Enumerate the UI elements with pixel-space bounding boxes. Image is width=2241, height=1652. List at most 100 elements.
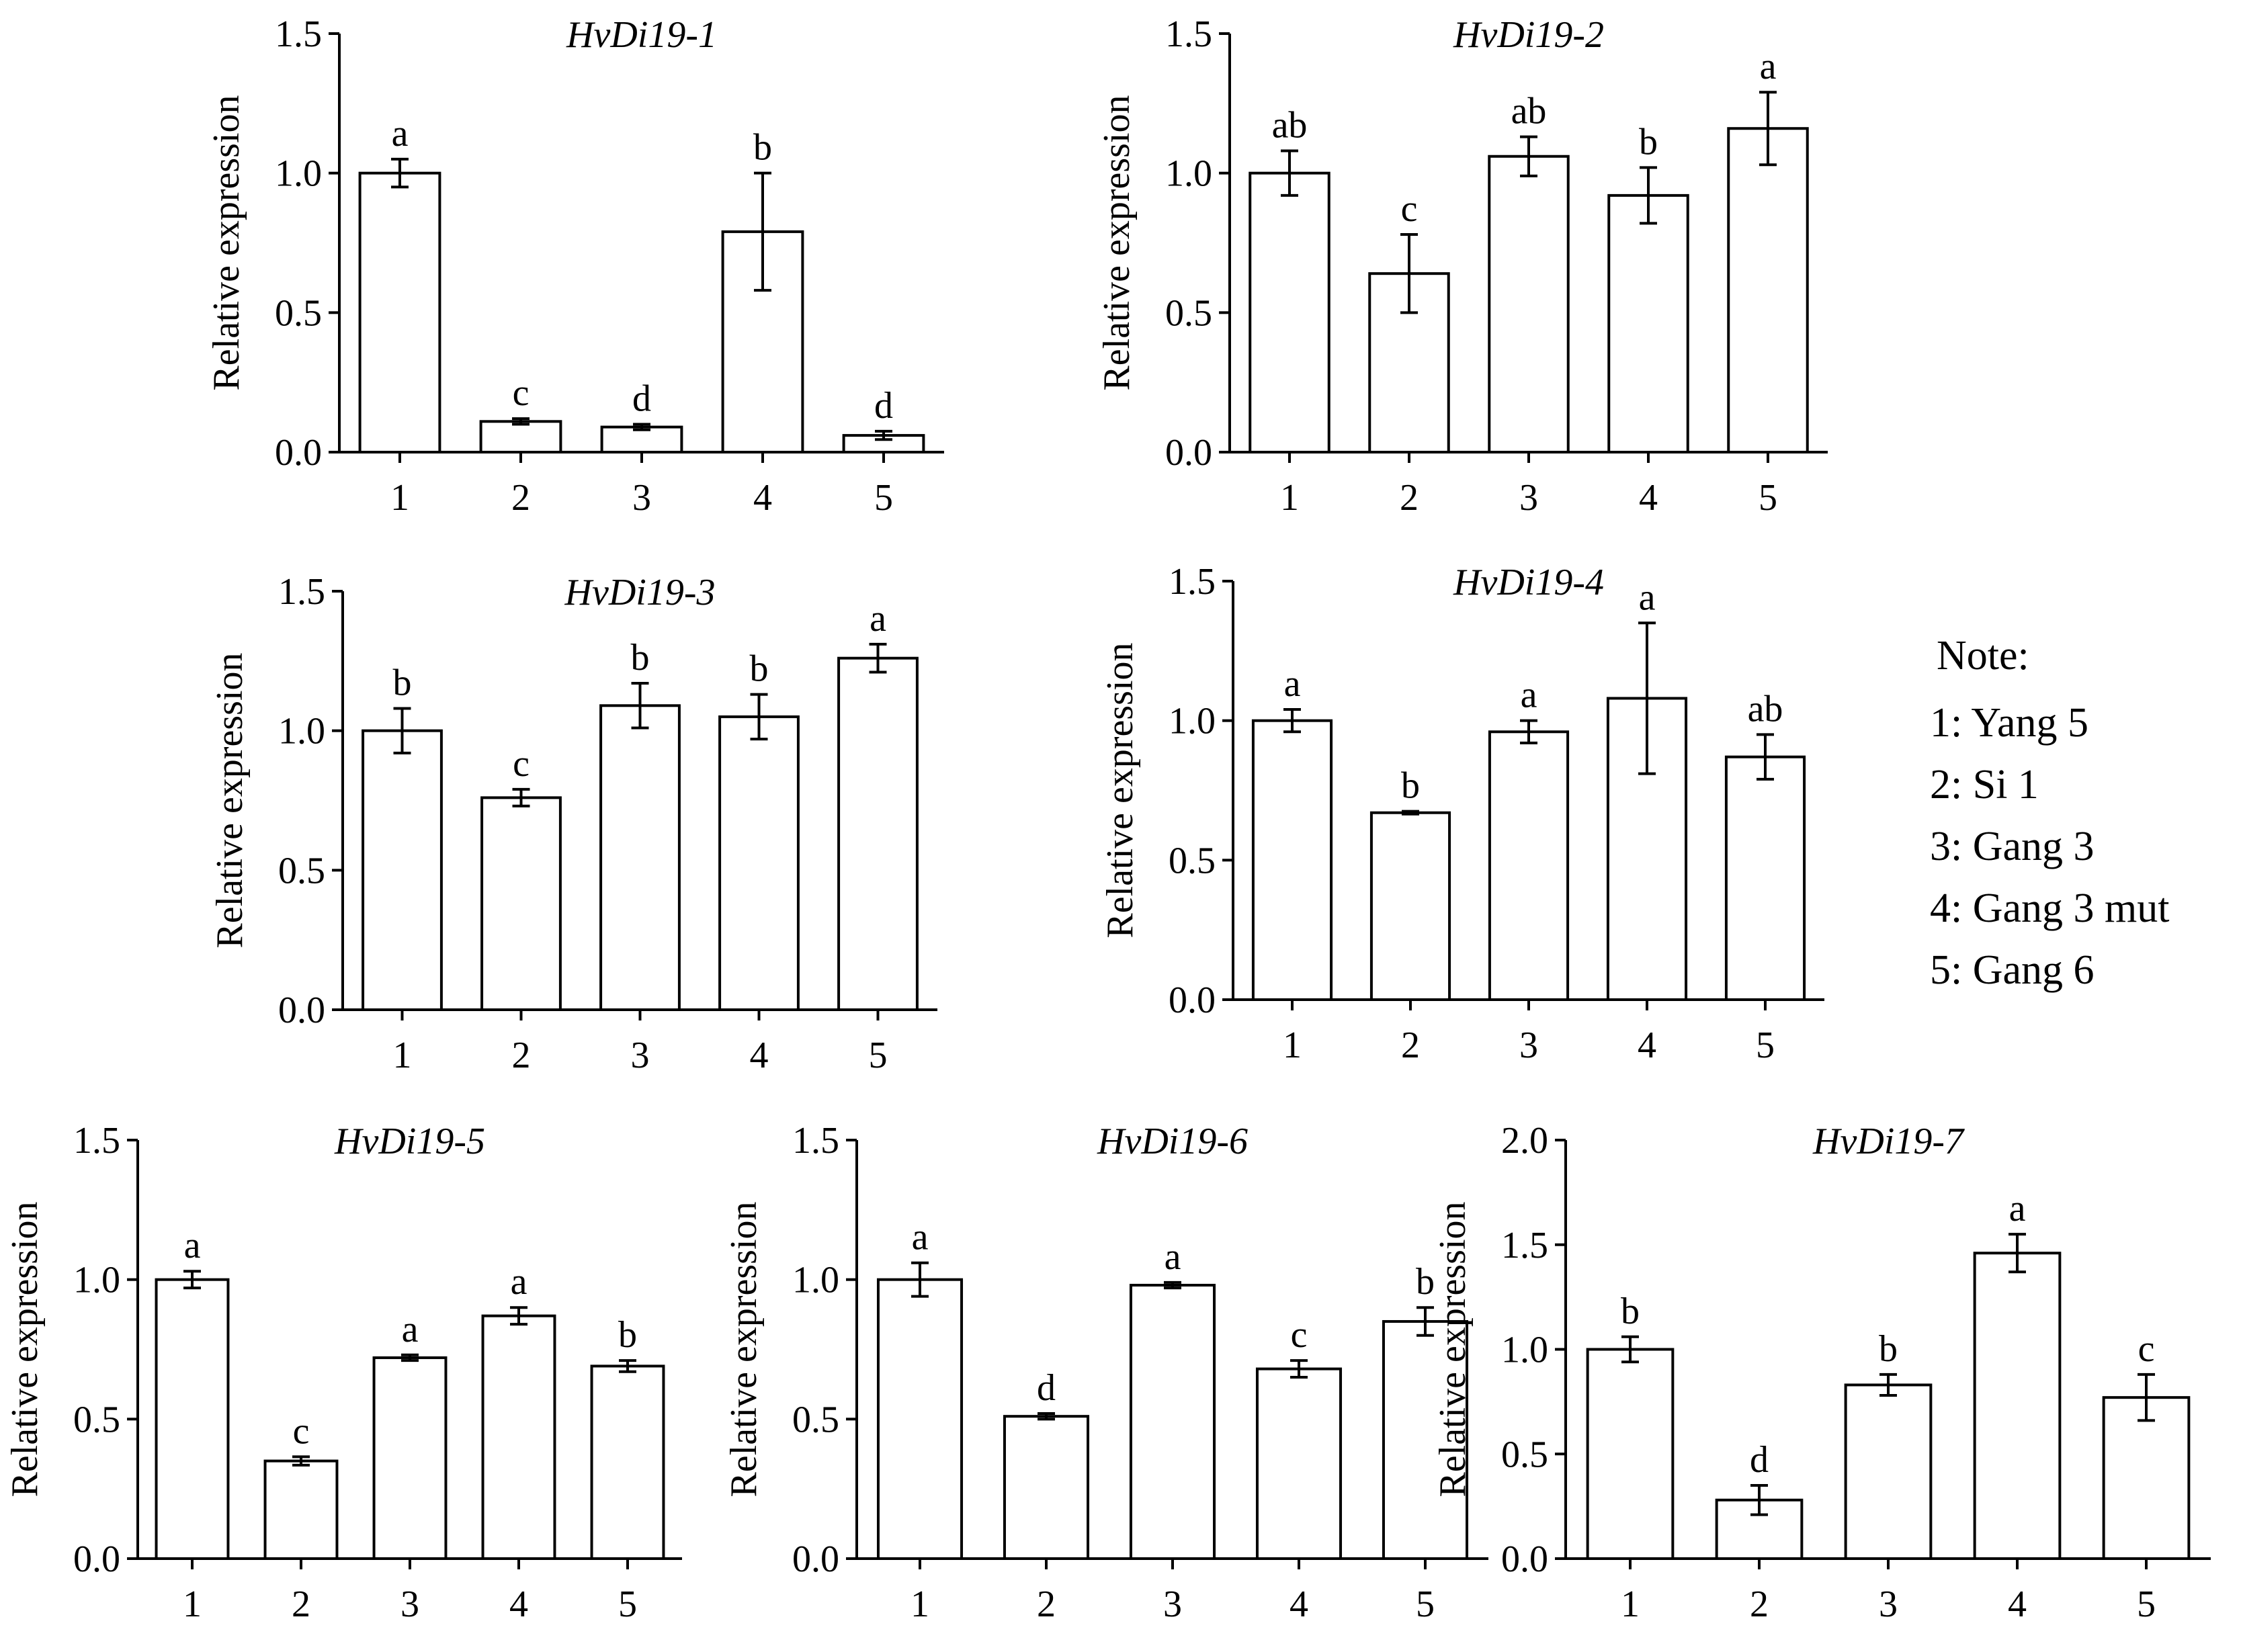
note-item-3: 3: Gang 3	[1930, 824, 2095, 869]
x-tick-label: 2	[512, 1035, 531, 1076]
x-tick-label: 1	[1621, 1583, 1640, 1625]
bar	[1973, 1252, 2062, 1560]
chart-title: HvDi19-4	[1453, 562, 1604, 603]
x-tick-label: 3	[1163, 1583, 1182, 1625]
x-tick-label: 2	[292, 1583, 310, 1625]
chart-title: HvDi19-5	[334, 1121, 485, 1162]
y-axis-label: Relative expression	[1432, 1201, 1474, 1497]
y-axis-label: Relative expression	[209, 652, 251, 948]
bar	[1003, 1415, 1090, 1560]
y-tick-label: 0.0	[1501, 1538, 1548, 1580]
bar	[1607, 193, 1689, 453]
x-tick-label: 1	[390, 477, 409, 519]
significance-letter: a	[2009, 1188, 2026, 1229]
x-tick-label: 3	[632, 477, 651, 519]
significance-letter: ab	[1272, 104, 1308, 146]
chart-panel-7: 0.0 0.5 1.0 1.5 2.0 Relative expression HvDi19…	[1432, 1120, 2211, 1625]
x-tick-label: 1	[1283, 1025, 1302, 1066]
y-axis-label: Relative expression	[4, 1201, 46, 1497]
y-tick-label: 1.0	[792, 1260, 839, 1301]
significance-letter: c	[293, 1410, 310, 1452]
chart-title: HvDi19-7	[1812, 1121, 1965, 1162]
note-item-4: 4: Gang 3 mut	[1930, 885, 2169, 931]
bar	[1724, 755, 1806, 1002]
x-tick-label: 1	[1280, 477, 1299, 519]
x-tick-label: 3	[631, 1035, 650, 1076]
significance-letter: a	[1639, 576, 1656, 618]
x-tick-label: 4	[750, 1035, 769, 1076]
bar	[479, 420, 562, 454]
significance-letter: b	[753, 127, 772, 169]
bar	[1488, 730, 1570, 1002]
note-item-2: 2: Si 1	[1930, 762, 2039, 808]
significance-letter: b	[1416, 1261, 1435, 1303]
chart-title: HvDi19-6	[1097, 1121, 1248, 1162]
y-tick-label: 1.0	[275, 153, 322, 195]
bar	[1251, 719, 1333, 1001]
significance-letter: c	[1401, 188, 1418, 230]
x-tick-label: 2	[1401, 1025, 1420, 1066]
y-tick-label: 0.5	[73, 1399, 120, 1440]
significance-letter: a	[511, 1261, 527, 1303]
bar	[480, 796, 562, 1011]
bar	[1129, 1283, 1216, 1561]
x-tick-label: 2	[511, 477, 530, 519]
y-tick-label: 0.0	[1169, 980, 1216, 1021]
bar	[362, 729, 443, 1011]
significance-letter: a	[1521, 675, 1537, 716]
x-tick-label: 5	[2137, 1583, 2156, 1625]
x-tick-label: 4	[2008, 1583, 2027, 1625]
y-tick-label: 1.5	[278, 571, 325, 613]
x-tick-label: 4	[1638, 1025, 1656, 1066]
significance-letter: b	[1401, 765, 1420, 807]
x-tick-label: 3	[400, 1583, 419, 1625]
significance-letter: b	[1879, 1328, 1898, 1370]
chart-panel-5: 0.0 0.5 1.0 1.5 Relative expression HvDi19-5 a…	[4, 1120, 682, 1625]
x-tick-label: 1	[911, 1583, 929, 1625]
note-item-5: 5: Gang 6	[1930, 947, 2095, 993]
chart-panel-3: 0.0 0.5 1.0 1.5 Relative expression HvDi19-3 b…	[209, 571, 937, 1076]
bar	[1586, 1348, 1675, 1560]
x-tick-label: 5	[1759, 477, 1777, 519]
y-tick-label: 1.0	[1165, 153, 1212, 195]
bar	[1368, 272, 1450, 453]
y-tick-label: 1.5	[275, 13, 322, 55]
note-item-1: 1: Yang 5	[1930, 700, 2088, 746]
x-tick-label: 3	[1519, 1025, 1538, 1066]
x-tick-label: 4	[1639, 477, 1658, 519]
bar	[1255, 1367, 1343, 1561]
significance-letter: c	[513, 372, 530, 414]
x-tick-label: 4	[1289, 1583, 1308, 1625]
significance-letter: ab	[1748, 688, 1783, 730]
y-axis-label: Relative expression	[1096, 95, 1138, 390]
bar	[1727, 127, 1809, 453]
chart-panel-1: 0.0 0.5 1.0 1.5 Relative expression HvDi19-1 a…	[206, 13, 944, 519]
bar	[599, 704, 681, 1011]
bar	[718, 715, 800, 1012]
bar	[1844, 1383, 1933, 1561]
significance-letter: a	[392, 113, 409, 155]
y-tick-label: 1.0	[1169, 701, 1216, 742]
y-tick-label: 1.5	[73, 1120, 120, 1162]
y-tick-label: 1.5	[1169, 561, 1216, 603]
y-tick-label: 1.5	[792, 1120, 839, 1162]
significance-letter: b	[1639, 121, 1658, 163]
y-tick-label: 1.0	[278, 711, 325, 752]
significance-letter: d	[632, 378, 651, 419]
significance-letter: a	[184, 1225, 201, 1266]
x-tick-label: 2	[1037, 1583, 1056, 1625]
x-tick-label: 2	[1400, 477, 1419, 519]
x-tick-label: 3	[1879, 1583, 1898, 1625]
significance-letter: d	[1037, 1367, 1056, 1409]
significance-letter: d	[1750, 1439, 1769, 1481]
bar	[1249, 171, 1330, 453]
significance-letter: a	[1284, 663, 1301, 705]
y-axis-label: Relative expression	[723, 1201, 765, 1497]
x-tick-label: 1	[183, 1583, 202, 1625]
y-tick-label: 0.0	[1165, 432, 1212, 474]
y-tick-label: 1.0	[1501, 1330, 1548, 1371]
note-heading: Note:	[1937, 633, 2029, 679]
chart-title: HvDi19-2	[1453, 14, 1604, 56]
x-tick-label: 5	[1756, 1025, 1775, 1066]
